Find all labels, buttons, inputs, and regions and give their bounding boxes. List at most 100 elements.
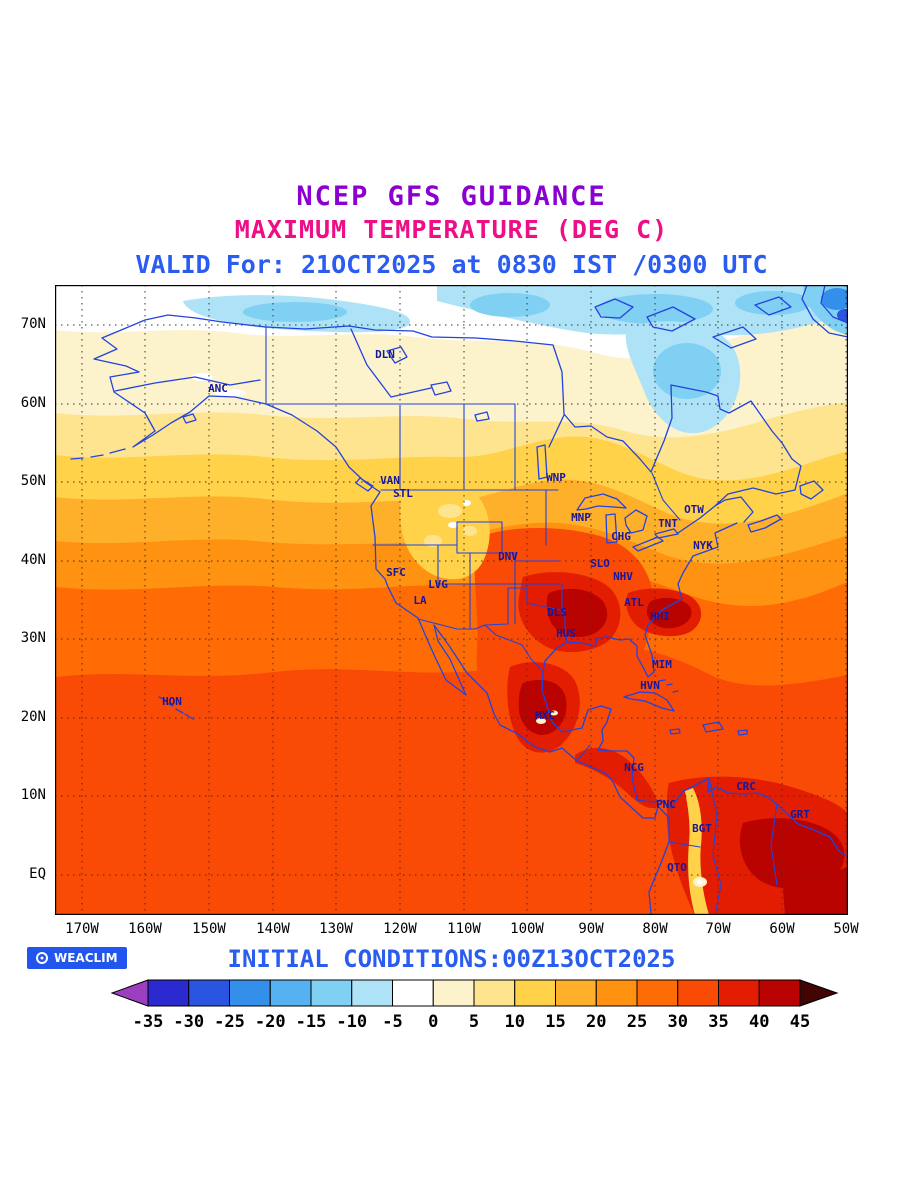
colorbar-tick-label: -15	[296, 1012, 327, 1032]
weaclim-logo: WEACLIM	[27, 947, 127, 969]
colorbar-tick-label: 10	[505, 1012, 525, 1032]
lon-tick-label: 170W	[65, 921, 99, 937]
city-label-slo: SLO	[590, 557, 610, 570]
lon-tick-label: 130W	[319, 921, 353, 937]
lon-tick-label: 90W	[578, 921, 604, 937]
colorbar-tick-label: 15	[545, 1012, 565, 1032]
lat-tick-label: 70N	[20, 316, 46, 332]
city-label-hus: HUS	[556, 627, 576, 640]
temp-patch-hottest	[739, 818, 845, 889]
lon-tick-label: 150W	[192, 921, 226, 937]
city-label-grt: GRT	[790, 808, 810, 821]
temp-patch-cold	[470, 293, 550, 317]
colorbar-segment	[555, 979, 597, 1007]
city-label-sfc: SFC	[386, 566, 406, 579]
temp-patch-rockies	[424, 535, 442, 547]
city-label-mxc: MXC	[535, 709, 555, 722]
city-label-mnp: MNP	[571, 511, 591, 524]
circle-logo-icon	[36, 952, 48, 964]
rivers	[114, 328, 716, 534]
colorbar-segment	[473, 979, 516, 1007]
colorbar-canvas: -35 -30 -25 -20 -15 -10 -5 0 5 10 15 20 25 30 35 40 45	[110, 979, 839, 1032]
coastline-east	[541, 522, 848, 858]
city-label-bgt: BGT	[692, 822, 712, 835]
city-label-crc: CRC	[736, 780, 756, 793]
colorbar-segment	[269, 979, 312, 1007]
temperature-colorbar: -35 -30 -25 -20 -15 -10 -5 0 5 10 15 20 25 30 35 40 45	[0, 977, 900, 1037]
temp-patch-rockies	[463, 500, 471, 506]
city-label-pnc: PNC	[656, 798, 676, 811]
product-title: NCEP GFS GUIDANCE	[296, 181, 607, 212]
colorbar-segment	[758, 979, 801, 1007]
temp-patch-hudson	[653, 343, 721, 399]
lon-tick-label: 60W	[769, 921, 795, 937]
lat-tick-label: 40N	[20, 552, 46, 568]
lon-tick-label: 80W	[642, 921, 668, 937]
caribbean-islands	[623, 679, 748, 736]
colorbar-tick-label: 30	[668, 1012, 688, 1032]
lat-tick-label: 20N	[20, 709, 46, 725]
temp-patch-rockies	[438, 504, 462, 518]
hawaii-islands	[158, 696, 194, 720]
colorbar-tick-label: -5	[382, 1012, 402, 1032]
city-label-dls: DLS	[547, 606, 567, 619]
vancouver-kodiak-islands	[70, 413, 374, 492]
coastline-west	[93, 314, 670, 915]
temp-patch-alaska-ridge	[191, 373, 213, 381]
city-label-mim: MIM	[652, 658, 672, 671]
temp-patch-rockies	[463, 526, 477, 536]
parameter-title: MAXIMUM TEMPERATURE (DEG C)	[234, 215, 669, 244]
temp-patch-cold	[735, 291, 811, 315]
temp-patch-alaska-ridge	[214, 389, 246, 397]
colorbar-segment	[310, 979, 353, 1007]
lon-tick-label: 100W	[510, 921, 544, 937]
colorbar-tick-label: 20	[586, 1012, 606, 1032]
city-label-hhi: HHI	[650, 610, 670, 623]
temp-patch-hottest	[518, 679, 567, 735]
temp-patch-cold	[243, 302, 347, 322]
colorbar-tick-label: 40	[749, 1012, 769, 1032]
map-frame: ANC DLN VAN STL WNP MNP CHG TNT OTW NYK DNV SLO NHV S…	[55, 285, 848, 915]
temp-patch-hottest	[647, 597, 692, 629]
colorbar-tick-label: -35	[133, 1012, 164, 1032]
valid-time-title: VALID For: 21OCT2025 at 0830 IST /0300 U…	[135, 250, 768, 279]
temp-patch-greenland	[821, 288, 848, 310]
city-label-atl: ATL	[624, 596, 644, 609]
coastline-arctic-hudson	[265, 325, 802, 523]
colorbar-segment	[718, 979, 760, 1007]
city-label-hvn: HVN	[640, 679, 660, 692]
colorbar-tick-label: 35	[708, 1012, 728, 1032]
city-label-anc: ANC	[208, 382, 228, 395]
lat-tick-label: 10N	[20, 787, 46, 803]
lat-tick-label: 50N	[20, 473, 46, 489]
initial-conditions-text: INITIAL CONDITIONS:00Z13OCT2025	[227, 945, 676, 973]
colorbar-segment	[351, 979, 393, 1007]
colorbar-tick-label: 5	[469, 1012, 479, 1032]
newfoundland-nova-scotia	[747, 480, 824, 533]
temp-patch-rockies	[448, 522, 458, 528]
colorbar-segment	[147, 979, 190, 1007]
map-border	[55, 285, 848, 915]
colorbar-tick-label: -30	[173, 1012, 204, 1032]
city-label-ncg: NCG	[624, 761, 644, 774]
colorbar-segment	[188, 979, 230, 1007]
lat-tick-label: EQ	[29, 866, 46, 882]
colorbar-tick-label: 25	[627, 1012, 647, 1032]
temp-patch-hot	[575, 747, 659, 809]
city-label-wnp: WNP	[546, 471, 566, 484]
city-label-dln: DLN	[375, 348, 395, 361]
colorbar-segment	[392, 979, 434, 1007]
colorbar-tick-label: -25	[214, 1012, 245, 1032]
coastlines	[70, 285, 848, 915]
temp-patch-hottest	[783, 867, 848, 915]
temp-patch-andes	[685, 788, 709, 915]
lon-tick-label: 70W	[705, 921, 731, 937]
city-label-lvg: LVG	[428, 578, 448, 591]
city-label-la: LA	[413, 594, 427, 607]
weaclim-logo-text: WEACLIM	[54, 951, 118, 965]
city-label-dnv: DNV	[498, 550, 518, 563]
colorbar-tick-label: 45	[790, 1012, 810, 1032]
temp-patch-mex-highland	[536, 718, 546, 724]
